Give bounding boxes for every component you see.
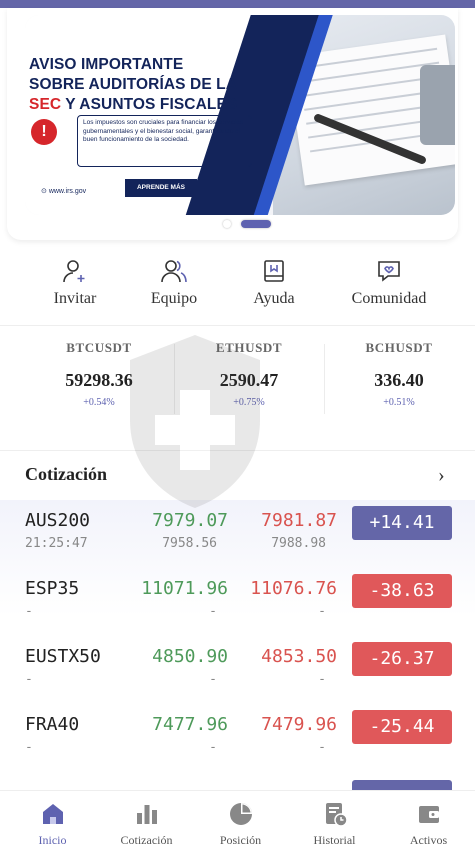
quote-symbol: ESP35	[25, 578, 80, 599]
quote-symbol: FRA40	[25, 714, 80, 735]
banner-carousel[interactable]: AVISO IMPORTANTE SOBRE AUDITORÍAS DE LA …	[7, 8, 458, 240]
quote-change-badge[interactable]: +14.41	[352, 506, 452, 540]
quote-bid-low: 7958.56	[162, 536, 217, 551]
quotes-title: Cotización	[25, 464, 107, 484]
quote-bid: 7979.07	[152, 510, 228, 531]
quote-ask-high: -	[318, 672, 326, 687]
status-top-bar	[0, 0, 475, 8]
learn-more-button[interactable]: APRENDE MÁS	[125, 179, 197, 197]
quote-symbol: EUSTX50	[25, 646, 101, 667]
banner-headline: AVISO IMPORTANTE SOBRE AUDITORÍAS DE LA …	[29, 55, 259, 115]
ticker-bchusdt[interactable]: BCHUSDT 336.40 +0.51%	[365, 340, 433, 408]
quote-row-esp35[interactable]: ESP35 - 11071.96 11076.76 - - -38.63	[0, 568, 475, 636]
bottom-tab-bar: Inicio Cotización Posición Historial Act…	[0, 790, 475, 849]
user-add-icon	[63, 260, 85, 283]
tab-posicion[interactable]: Posición	[193, 801, 288, 848]
chevron-right-icon[interactable]: ›	[438, 464, 445, 486]
quote-change-badge[interactable]: -38.63	[352, 574, 452, 608]
carousel-dots	[217, 217, 277, 231]
carousel-dot-active[interactable]	[241, 220, 271, 228]
banner-headline-line1: AVISO IMPORTANTE	[29, 56, 184, 73]
quote-ask-high: -	[318, 604, 326, 619]
tab-inicio[interactable]: Inicio	[5, 801, 100, 848]
quote-ask: 7479.96	[261, 714, 337, 735]
banner-headline-red: SEC	[29, 96, 62, 113]
team-icon	[161, 260, 187, 283]
crypto-tickers: BTCUSDT 59298.36 +0.54% ETHUSDT 2590.47 …	[0, 340, 475, 430]
quote-symbol: AUS200	[25, 510, 91, 531]
home-icon	[42, 804, 63, 824]
pie-chart-icon	[229, 803, 252, 825]
quote-bid-low: -	[209, 604, 217, 619]
quote-time: 21:25:47	[25, 536, 88, 551]
quote-change-badge[interactable]	[352, 780, 452, 790]
history-icon	[325, 803, 348, 827]
quick-action-community[interactable]: Comunidad	[334, 258, 444, 308]
quote-ask: 7981.87	[261, 510, 337, 531]
quote-bid: 11071.96	[141, 578, 228, 599]
quote-row-aus200[interactable]: AUS200 21:25:47 7979.07 7981.87 7958.56 …	[0, 500, 475, 568]
tab-cotizacion[interactable]: Cotización	[99, 801, 194, 848]
divider	[0, 325, 475, 326]
globe-icon: ⊙	[41, 188, 49, 195]
divider	[0, 450, 475, 451]
quote-bid: 7477.96	[152, 714, 228, 735]
quote-ask-high: -	[318, 740, 326, 755]
wallet-icon	[418, 806, 439, 823]
quote-time: -	[25, 604, 33, 619]
community-chat-icon	[378, 261, 400, 282]
quote-bid-low: -	[209, 672, 217, 687]
quick-action-help[interactable]: Ayuda	[219, 258, 329, 308]
quote-time: -	[25, 672, 33, 687]
quick-action-team[interactable]: Equipo	[119, 258, 229, 308]
quote-change-badge[interactable]: -26.37	[352, 642, 452, 676]
quote-ask-high: 7988.98	[271, 536, 326, 551]
banner-headline-line3: Y ASUNTOS FISCALES	[61, 96, 238, 113]
quote-ask: 4853.50	[261, 646, 337, 667]
banner-slide[interactable]: AVISO IMPORTANTE SOBRE AUDITORÍAS DE LA …	[25, 15, 455, 215]
quote-ask: 11076.76	[250, 578, 337, 599]
quote-row-fra40[interactable]: FRA40 - 7477.96 7479.96 - - -25.44	[0, 704, 475, 772]
quote-time: -	[25, 740, 33, 755]
quotes-list: AUS200 21:25:47 7979.07 7981.87 7958.56 …	[0, 500, 475, 790]
tab-activos[interactable]: Activos	[381, 801, 475, 848]
carousel-dot[interactable]	[223, 220, 231, 228]
quick-actions: Invitar Equipo Ayuda Comunidad	[0, 258, 475, 318]
quote-row-partial[interactable]	[0, 772, 475, 790]
quote-bid-low: -	[209, 740, 217, 755]
calculator-image	[420, 65, 455, 145]
bar-chart-icon	[136, 805, 157, 824]
help-book-icon	[264, 260, 284, 282]
banner-headline-line2: SOBRE AUDITORÍAS DE LA	[29, 76, 238, 93]
ticker-ethusdt[interactable]: ETHUSDT 2590.47 +0.75%	[215, 340, 283, 408]
quote-bid: 4850.90	[152, 646, 228, 667]
warning-icon: !	[31, 119, 57, 145]
quote-row-eustx50[interactable]: EUSTX50 - 4850.90 4853.50 - - -26.37	[0, 636, 475, 704]
ticker-divider	[324, 344, 325, 414]
tab-historial[interactable]: Historial	[287, 801, 382, 848]
banner-site: ⊙ www.irs.gov	[41, 188, 87, 195]
quick-action-invite[interactable]: Invitar	[20, 258, 130, 308]
quote-change-badge[interactable]: -25.44	[352, 710, 452, 744]
ticker-divider	[174, 344, 175, 414]
banner-info-text: Los impuestos son cruciales para financi…	[77, 115, 252, 167]
ticker-btcusdt[interactable]: BTCUSDT 59298.36 +0.54%	[65, 340, 133, 408]
